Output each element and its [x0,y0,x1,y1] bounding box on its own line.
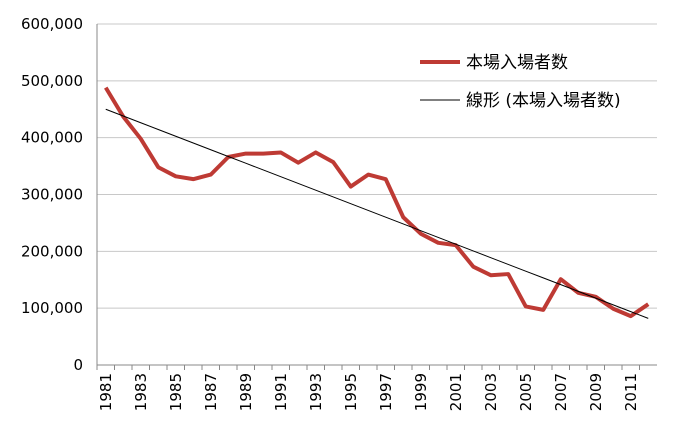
x-tick-label: 2003 [482,373,500,411]
x-tick-label: 1995 [342,373,360,411]
x-tick-label: 2009 [587,373,605,411]
x-tick-label: 2005 [517,373,535,411]
legend-label: 線形 (本場入場者数) [466,91,621,111]
series-line [105,108,649,319]
x-tick-label: 1993 [307,373,325,411]
x-tick-label: 1997 [377,373,395,411]
x-tick-label: 2011 [622,373,640,411]
x-tick-label: 1999 [412,373,430,411]
x-tick-label: 2007 [552,373,570,411]
x-tick-label: 2001 [447,373,465,411]
y-tick-label: 600,000 [21,15,83,33]
x-tick-label: 1991 [272,373,290,411]
x-tick-label: 1985 [167,373,185,411]
y-tick-label: 100,000 [21,299,83,317]
x-tick-label: 1989 [237,373,255,411]
y-tick-label: 400,000 [21,129,83,147]
y-tick-label: 300,000 [21,186,83,204]
y-tick-label: 0 [73,356,83,374]
y-tick-label: 500,000 [21,72,83,90]
y-tick-label: 200,000 [21,242,83,260]
series-line [104,86,650,319]
x-tick-label: 1987 [202,373,220,411]
x-tick-label: 1981 [97,373,115,411]
legend-label: 本場入場者数 [466,53,568,73]
x-tick-label: 1983 [132,373,150,411]
